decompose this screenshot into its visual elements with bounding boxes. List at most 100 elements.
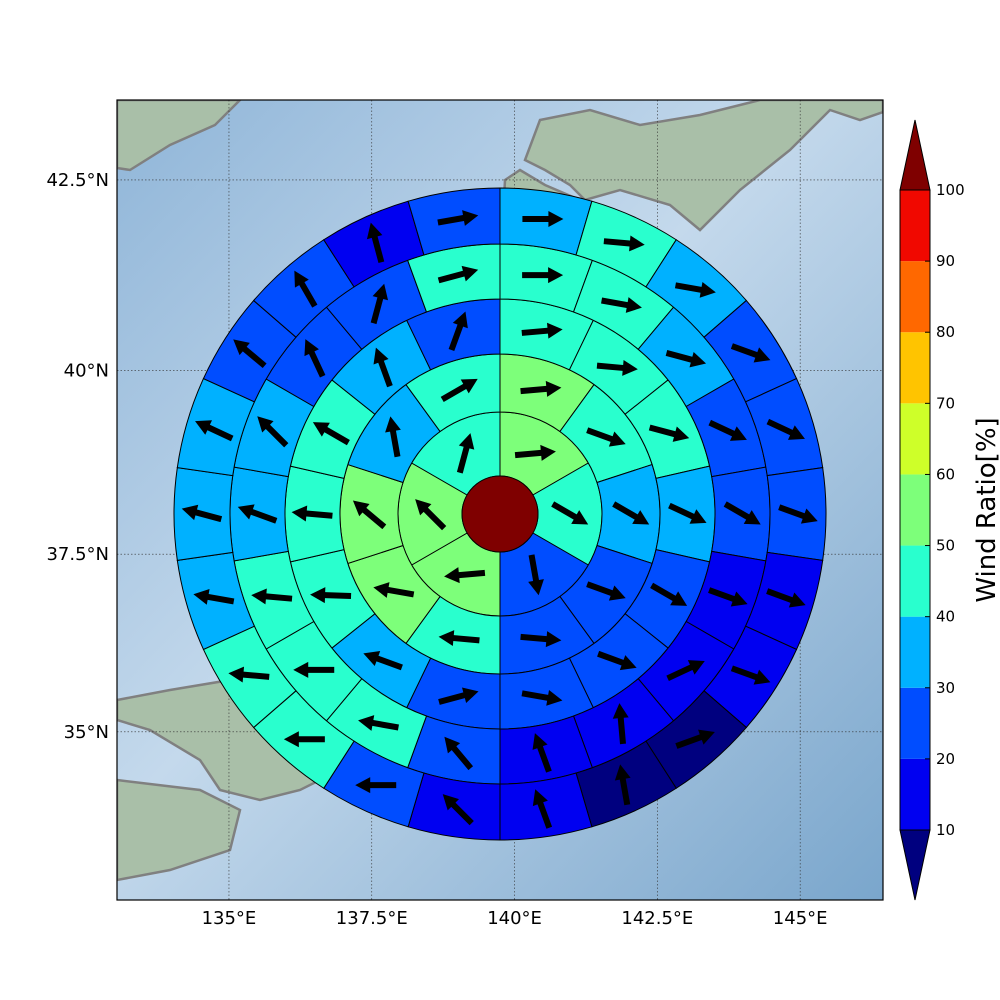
colorbar-tick-label: 30 [936,679,955,697]
wind-arrow [438,687,479,705]
colorbar-tick-label: 80 [936,323,955,341]
x-tick-label: 145°E [773,908,828,929]
wind-arrow [355,777,397,794]
wind-arrow [373,347,393,388]
colorbar-tick-label: 100 [936,181,965,199]
wind-arrow [370,283,389,325]
colorbar-extend-high [899,119,931,191]
wind-arrows [181,210,818,829]
wind-arrow [366,222,385,264]
colorbar-tick-label: 90 [936,252,955,270]
colorbar-bin [900,474,930,546]
wind-arrow [586,581,626,601]
colorbar-bin [900,332,930,404]
wind-arrow [438,630,480,647]
wind-arrow [514,444,556,461]
wind-arrow [352,500,387,530]
wind-arrow [708,419,747,441]
y-tick-label: 42.5°N [46,170,109,191]
wind-arrow [291,505,333,522]
y-tick-label: 40°N [64,360,109,381]
wind-arrow [766,418,805,440]
wind-arrow [442,794,474,826]
wind-arrow [193,589,235,605]
x-tick-label: 137.5°E [336,908,408,929]
wind-arrow [444,736,474,771]
wind-arrow [373,582,415,598]
colorbar-tick-label: 20 [936,750,955,768]
wind-arrow [310,587,352,604]
wind-arrow [665,350,707,368]
wind-arrow [257,416,289,448]
colorbar-bin [900,403,930,475]
wind-arrow [415,499,447,531]
y-tick-label: 37.5°N [46,544,109,565]
wind-arrow [456,433,475,474]
wind-arrow [521,322,563,339]
colorbar-tick-label: 70 [936,394,955,412]
colorbar-frame [899,189,931,831]
wind-arrow [596,359,638,376]
wind-arrow [304,339,326,378]
wind-arrow [520,631,562,648]
wind-arrow [723,501,761,525]
wind-arrow [597,650,637,671]
colorbar-bin [900,687,930,759]
wind-arrow [674,281,716,298]
wind-arrow [363,651,403,671]
wind-arrow [778,504,818,524]
wind-arrow [237,504,278,524]
wind-arrow [294,270,318,308]
axis-labels: 135°E 137.5°E 140°E 142.5°E 145°E 35°N 37.5°N 4… [46,170,827,929]
wind-arrow [440,378,478,403]
wind-arrow [648,424,690,442]
wind-arrow [233,339,267,369]
colorbar-bin [900,261,930,333]
colorbar-bin [900,545,930,617]
wind-arrow [603,235,645,252]
wind-arrow [520,380,562,397]
wind-arrow [385,416,401,458]
wind-arrow [251,588,293,605]
wind-arrow [612,703,629,745]
wind-arrow [708,587,748,607]
wind-arrow [612,501,650,525]
wind-arrow [730,343,771,363]
wind-arrow [666,660,705,682]
wind-arrow [586,427,626,447]
wind-arrow [448,311,468,352]
wind-arrow [675,729,715,749]
wind-arrow [668,502,707,524]
wind-arrow [444,567,486,584]
wind-arrow [532,789,553,829]
wind-arrow [437,210,479,226]
colorbar-tick-label: 10 [936,821,955,839]
colorbar-tick-label: 40 [936,608,955,626]
colorbar-extend-low [899,829,931,901]
wind-arrow [437,265,479,284]
x-tick-label: 135°E [202,908,257,929]
wind-arrow [601,297,642,313]
wind-arrow [528,554,544,596]
wind-arrow [766,588,806,608]
colorbar-bin [900,616,930,688]
x-tick-label: 140°E [487,908,542,929]
wind-arrow [522,211,564,228]
wind-arrow [181,504,223,523]
wind-arrow [532,733,552,773]
colorbar-tick-label: 60 [936,465,955,483]
x-tick-label: 142.5°E [621,908,693,929]
wind-arrow [283,731,325,748]
wind-arrow [522,267,564,284]
colorbar-bin [900,758,930,830]
wind-arrow [312,422,350,446]
wind-arrow [521,689,563,706]
wind-arrow [730,665,771,685]
colorbar-label: Wind Ratio[%] [972,417,1000,602]
wind-arrow [614,764,631,806]
colorbar-bin [900,190,930,262]
center-disk [461,475,539,553]
colorbar: 10 20 30 40 50 60 70 80 90 100 Wind Ratio[%] [899,119,1000,901]
wind-arrow [293,661,335,678]
